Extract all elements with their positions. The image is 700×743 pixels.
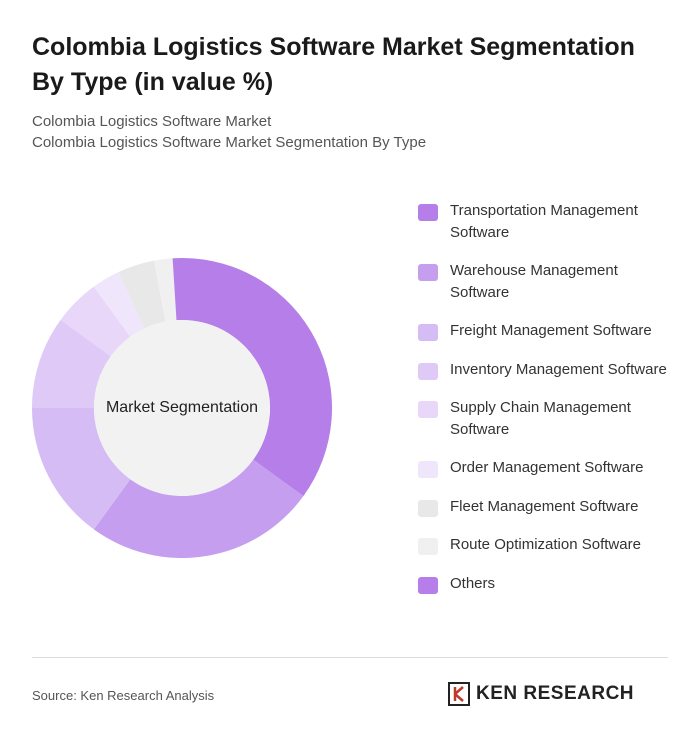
legend-label: Supply Chain Management Software: [450, 399, 631, 438]
legend-item: Inventory Management Software: [418, 359, 678, 381]
legend-swatch: [418, 401, 438, 418]
legend-label: Order Management Software: [450, 459, 644, 476]
source: Source: Ken Research Analysis: [32, 688, 215, 703]
breadcrumb: Colombia Logistics Software Market Segme…: [32, 134, 427, 151]
donut-slice: [60, 286, 131, 357]
legend-label: Inventory Management Software: [450, 360, 667, 378]
breadcrumb: Colombia Logistics Software Market: [32, 113, 272, 130]
donut-hole: [94, 320, 270, 496]
legend-item: Transportation Management Software: [418, 200, 678, 243]
logo-icon: [448, 682, 470, 706]
donut-slice: [93, 459, 304, 558]
legend-label: Warehouse Management Software: [450, 262, 618, 301]
legend-item: Supply Chain Management Software: [418, 397, 678, 440]
legend-label: Fleet Management Software: [450, 497, 639, 515]
divider: [32, 657, 668, 658]
legend: Transportation Management Software Wareho…: [418, 200, 678, 594]
legend-label: Route Optimization Software: [450, 536, 641, 553]
center-label: Market Segmentation: [106, 399, 258, 416]
legend-label: Others: [450, 574, 496, 592]
donut-slice: [182, 258, 332, 497]
donut-slice: [32, 408, 131, 530]
legend-item: Fleet Management Software: [418, 496, 678, 518]
legend-swatch: [418, 264, 438, 281]
donut-slice: [32, 319, 111, 408]
title: Colombia Logistics Software Market Segme…: [32, 33, 635, 96]
legend-swatch: [418, 576, 438, 594]
legend-swatch: [418, 538, 438, 555]
donut-slice: [153, 258, 177, 322]
legend-item: Route Optimization Software: [418, 534, 678, 556]
logo-text: KEN RESEARCH: [476, 683, 635, 704]
logo: KEN RESEARCH: [448, 682, 634, 706]
legend-item: Order Management Software: [418, 457, 678, 479]
legend-swatch: [418, 362, 438, 380]
donut-slice: [172, 258, 182, 321]
legend-item: Warehouse Management Software: [418, 260, 678, 303]
legend-label: Transportation Management Software: [450, 202, 638, 241]
legend-swatch: [418, 461, 438, 478]
legend-swatch: [418, 204, 438, 221]
donut-slice: [118, 260, 166, 329]
legend-swatch: [418, 324, 438, 341]
donut-chart: Market Segmentation: [32, 258, 332, 558]
donut-slice: [93, 272, 145, 337]
legend-label: Freight Management Software: [450, 322, 652, 339]
legend-item: Freight Management Software: [418, 320, 678, 342]
legend-item: Others: [418, 573, 678, 595]
legend-swatch: [418, 499, 438, 517]
